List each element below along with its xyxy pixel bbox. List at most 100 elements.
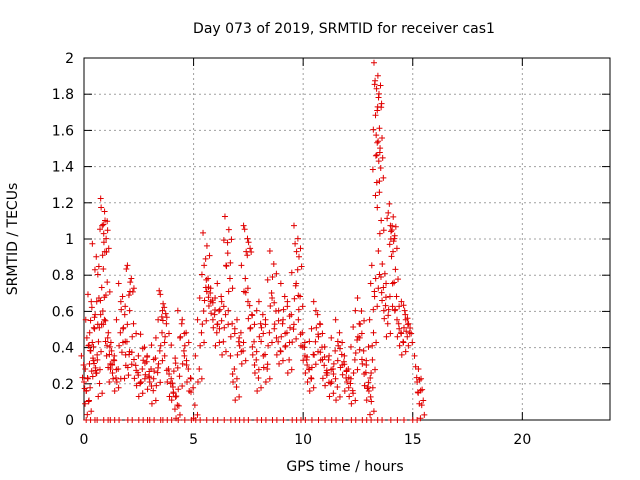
data-point <box>229 371 236 378</box>
data-point <box>99 222 106 229</box>
data-point <box>393 293 400 300</box>
data-point <box>199 321 206 328</box>
data-point <box>214 417 221 423</box>
data-point <box>270 260 277 267</box>
data-point <box>156 287 163 294</box>
data-point <box>214 280 221 287</box>
data-point <box>148 400 155 407</box>
data-point <box>377 82 384 89</box>
data-point <box>218 317 225 324</box>
y-tick-label: 1 <box>65 232 74 248</box>
data-point <box>129 417 136 423</box>
data-point <box>133 330 140 337</box>
data-point <box>123 266 130 273</box>
data-point <box>184 378 191 385</box>
data-point <box>381 315 388 322</box>
data-point <box>387 222 394 229</box>
data-point <box>95 295 102 302</box>
data-point <box>385 312 392 319</box>
data-point <box>198 375 205 382</box>
data-point <box>327 380 334 387</box>
data-point <box>96 324 103 331</box>
data-point <box>266 375 273 382</box>
y-tick-label: 0.6 <box>52 304 74 320</box>
data-point <box>262 378 269 385</box>
data-point <box>383 333 390 340</box>
data-point <box>245 239 252 246</box>
data-point <box>161 339 168 346</box>
data-point <box>284 298 291 305</box>
data-point <box>329 365 336 372</box>
data-point <box>85 342 92 349</box>
data-point <box>280 306 287 313</box>
data-point <box>214 321 221 328</box>
data-point <box>393 245 400 252</box>
data-point <box>388 228 395 235</box>
data-point <box>105 245 112 252</box>
data-point <box>295 316 302 323</box>
data-point <box>316 320 323 327</box>
data-point <box>275 338 282 345</box>
data-point <box>175 402 182 409</box>
data-point <box>150 356 157 363</box>
data-point <box>236 334 243 341</box>
data-point <box>194 378 201 385</box>
data-point <box>84 291 91 298</box>
data-point <box>370 408 377 415</box>
data-point <box>386 293 393 300</box>
data-point <box>177 334 184 341</box>
data-point <box>95 393 102 400</box>
data-point <box>297 245 304 252</box>
data-point <box>159 317 166 324</box>
data-point <box>297 331 304 338</box>
data-point <box>106 351 113 358</box>
data-point <box>205 284 212 291</box>
data-point <box>97 226 104 233</box>
data-point <box>372 192 379 199</box>
data-point <box>171 406 178 413</box>
data-point <box>380 227 387 234</box>
data-point <box>198 271 205 278</box>
data-point <box>88 408 95 415</box>
data-point <box>420 397 427 404</box>
data-point <box>118 349 125 356</box>
data-point <box>379 417 386 423</box>
data-point <box>169 380 176 387</box>
data-point <box>374 72 381 79</box>
data-point <box>330 360 337 367</box>
data-point <box>215 308 222 315</box>
data-point <box>107 365 114 372</box>
data-point <box>328 378 335 385</box>
data-point <box>269 339 275 346</box>
data-point <box>370 59 377 66</box>
data-point <box>264 365 271 372</box>
data-point <box>260 330 267 337</box>
data-point <box>388 253 395 260</box>
data-point <box>289 339 296 346</box>
data-point <box>391 307 398 314</box>
data-point <box>163 314 170 321</box>
data-point <box>367 411 374 418</box>
data-point <box>106 378 113 385</box>
data-point <box>245 417 252 423</box>
data-point <box>141 360 148 367</box>
data-point <box>183 329 190 336</box>
data-point <box>88 298 95 305</box>
data-point <box>160 300 167 307</box>
data-point <box>117 329 124 336</box>
data-point <box>84 375 91 382</box>
data-point <box>200 229 207 236</box>
data-point <box>229 320 236 327</box>
data-point <box>128 349 135 356</box>
data-point <box>244 252 251 259</box>
data-point <box>101 316 108 323</box>
data-point <box>356 346 363 353</box>
data-point <box>201 339 208 346</box>
data-point <box>418 375 425 382</box>
data-point <box>225 307 232 314</box>
data-point <box>367 393 374 400</box>
data-point <box>249 343 256 350</box>
data-point <box>381 270 388 277</box>
data-point <box>238 360 245 367</box>
data-point <box>131 356 137 363</box>
